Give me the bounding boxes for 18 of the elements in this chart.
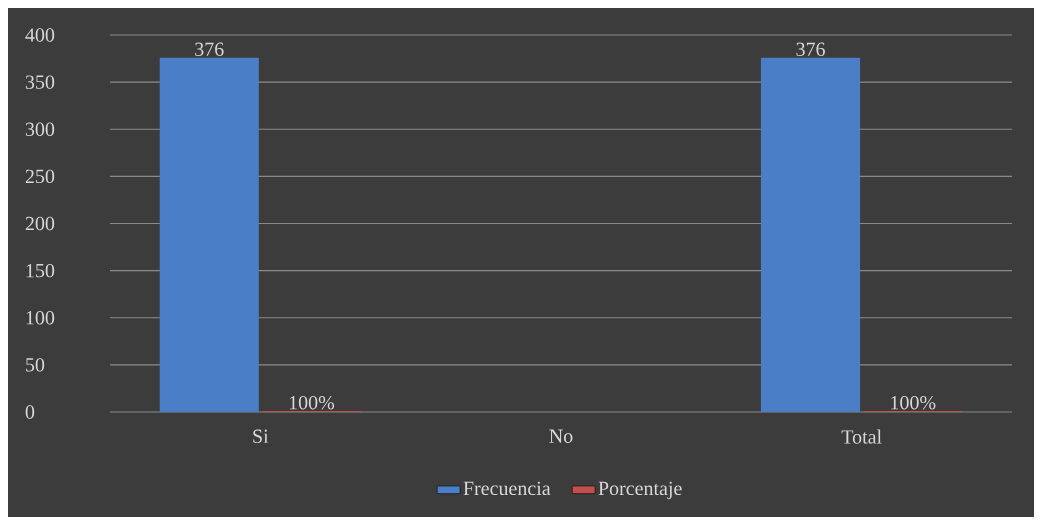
x-tick-label: No bbox=[549, 429, 573, 443]
legend-label: Frecuencia bbox=[463, 481, 551, 496]
x-tick-label: Si bbox=[253, 429, 269, 444]
data-label: 376 bbox=[195, 42, 224, 57]
y-tick-label: 100 bbox=[26, 311, 55, 325]
y-tick-label: 50 bbox=[26, 358, 45, 372]
data-label: 100% bbox=[891, 395, 936, 410]
y-tick-label: 0 bbox=[25, 405, 35, 419]
y-tick-label: 250 bbox=[25, 169, 55, 184]
data-label: 100% bbox=[289, 395, 335, 410]
y-tick-label: 400 bbox=[25, 28, 55, 42]
legend-label: Porcentaje bbox=[598, 481, 682, 500]
y-tick-label: 150 bbox=[26, 263, 55, 278]
y-tick-label: 350 bbox=[25, 75, 55, 89]
data-label: 376 bbox=[796, 42, 825, 57]
x-tick-label: Total bbox=[841, 429, 882, 444]
y-tick-label: 300 bbox=[25, 122, 55, 136]
y-tick-label: 200 bbox=[25, 216, 55, 231]
